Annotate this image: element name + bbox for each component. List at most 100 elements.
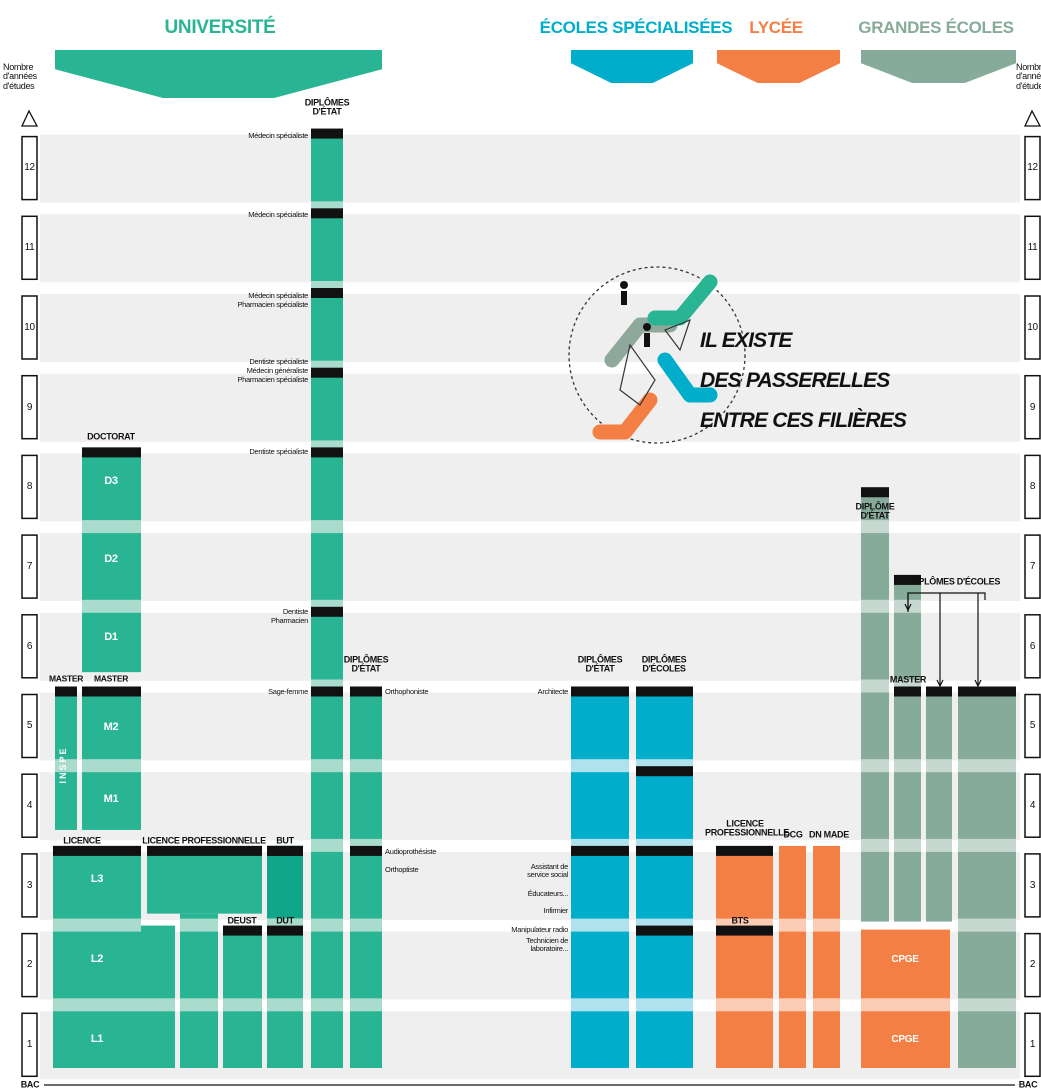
passerelles-circle <box>568 266 746 444</box>
year-stripe <box>40 134 1020 203</box>
cap <box>636 766 693 777</box>
passerelles-icon <box>592 392 658 440</box>
year-box <box>21 454 38 520</box>
year-number: 1 <box>26 1038 33 1050</box>
year-box <box>1024 773 1041 838</box>
column-label: DEUST <box>227 915 257 926</box>
block-label: M1 <box>103 793 119 806</box>
block-label: D3 <box>104 475 118 488</box>
year-separator <box>926 838 952 852</box>
year-box <box>21 853 38 918</box>
year-separator <box>571 759 629 773</box>
year-number: 2 <box>26 959 33 971</box>
block-label: D2 <box>104 553 118 566</box>
year-stripe <box>40 692 1020 761</box>
year-box <box>1024 215 1041 281</box>
year-separator <box>55 759 77 773</box>
program-block <box>861 487 889 922</box>
year-separator <box>958 759 1016 773</box>
header: UNIVERSITÉ <box>164 17 276 39</box>
year-separator <box>180 918 218 932</box>
year-separator <box>350 759 382 773</box>
axis-title: Nombre d'années d'études <box>3 61 37 91</box>
year-number: 7 <box>26 560 33 572</box>
cap <box>958 686 1016 697</box>
year-box <box>21 693 38 759</box>
year-separator <box>861 998 950 1012</box>
year-box <box>21 135 38 201</box>
cap <box>861 487 889 498</box>
block-label: L2 <box>90 953 104 966</box>
header: ÉCOLES SPÉCIALISÉES <box>539 18 733 38</box>
year-separator <box>894 838 921 852</box>
block-label: L3 <box>90 873 104 886</box>
chevron <box>717 50 840 83</box>
year-separator <box>311 918 343 932</box>
column-label: LICENCE PROFESSIONNELLE <box>705 818 790 838</box>
year-separator <box>53 998 141 1012</box>
cap <box>636 925 693 936</box>
cap <box>311 128 343 139</box>
year-box <box>21 295 38 360</box>
cap <box>311 288 343 298</box>
year-number: 10 <box>1027 321 1038 333</box>
person-icon <box>643 323 651 331</box>
cap <box>311 686 343 697</box>
diploma-label: Pharmacien <box>270 616 308 626</box>
column-label: DIPLÔMES D'ÉCOLES <box>641 654 687 674</box>
year-separator <box>141 998 175 1012</box>
column-label: LICENCE PROFESSIONNELLE <box>142 835 266 846</box>
year-separator <box>82 520 141 534</box>
year-separator <box>180 998 218 1012</box>
year-stripe <box>40 294 1020 362</box>
person-icon <box>620 281 628 289</box>
column-label: DIPLÔMES D'ÉTAT <box>577 654 623 674</box>
arrow-head <box>974 679 982 688</box>
cap <box>636 686 693 697</box>
axis-title: Nombre d'années d'études <box>1016 61 1041 91</box>
program-block <box>53 845 141 1068</box>
cap <box>82 447 141 458</box>
year-separator <box>82 759 141 773</box>
cap <box>55 686 77 697</box>
year-separator <box>813 918 840 932</box>
program-block <box>813 845 840 1068</box>
inspe-label: INSPE <box>58 746 68 784</box>
job-label: Technicien de laboratoire... <box>526 936 568 953</box>
year-separator <box>311 838 343 852</box>
diploma-label: Pharmacien spécialiste <box>237 375 308 385</box>
year-separator <box>311 759 343 773</box>
job-label: Assistant de service social <box>527 862 568 879</box>
chevron <box>571 50 693 83</box>
program-block <box>141 925 175 1068</box>
block-label: M2 <box>103 721 119 734</box>
year-separator <box>861 599 889 613</box>
year-separator <box>267 998 303 1012</box>
program-block <box>55 686 77 830</box>
year-number: 12 <box>1027 162 1038 174</box>
arrow-head <box>904 603 912 612</box>
cap <box>716 845 773 856</box>
year-box <box>21 374 38 440</box>
program-block <box>180 913 218 1068</box>
year-stripe <box>40 772 1020 841</box>
year-separator <box>861 520 889 534</box>
passerelles-text: IL EXISTE <box>700 328 792 352</box>
block-label: L1 <box>90 1033 104 1046</box>
year-stripe <box>40 373 1020 442</box>
diploma-label: Dentiste spécialiste <box>249 447 308 457</box>
year-separator <box>861 759 889 773</box>
year-separator <box>716 998 773 1012</box>
column-label: BUT <box>276 835 294 846</box>
cap <box>311 367 343 378</box>
year-number: 10 <box>24 321 35 333</box>
year-box <box>1024 614 1041 679</box>
column-label: DIPLÔME D'ÉTAT <box>855 501 895 521</box>
passerelles-icon <box>647 274 718 326</box>
year-box <box>21 1012 38 1078</box>
cap <box>636 845 693 856</box>
year-number: 3 <box>26 879 33 891</box>
diploma-label: Audioprothésiste <box>385 847 437 857</box>
year-separator <box>926 759 952 773</box>
